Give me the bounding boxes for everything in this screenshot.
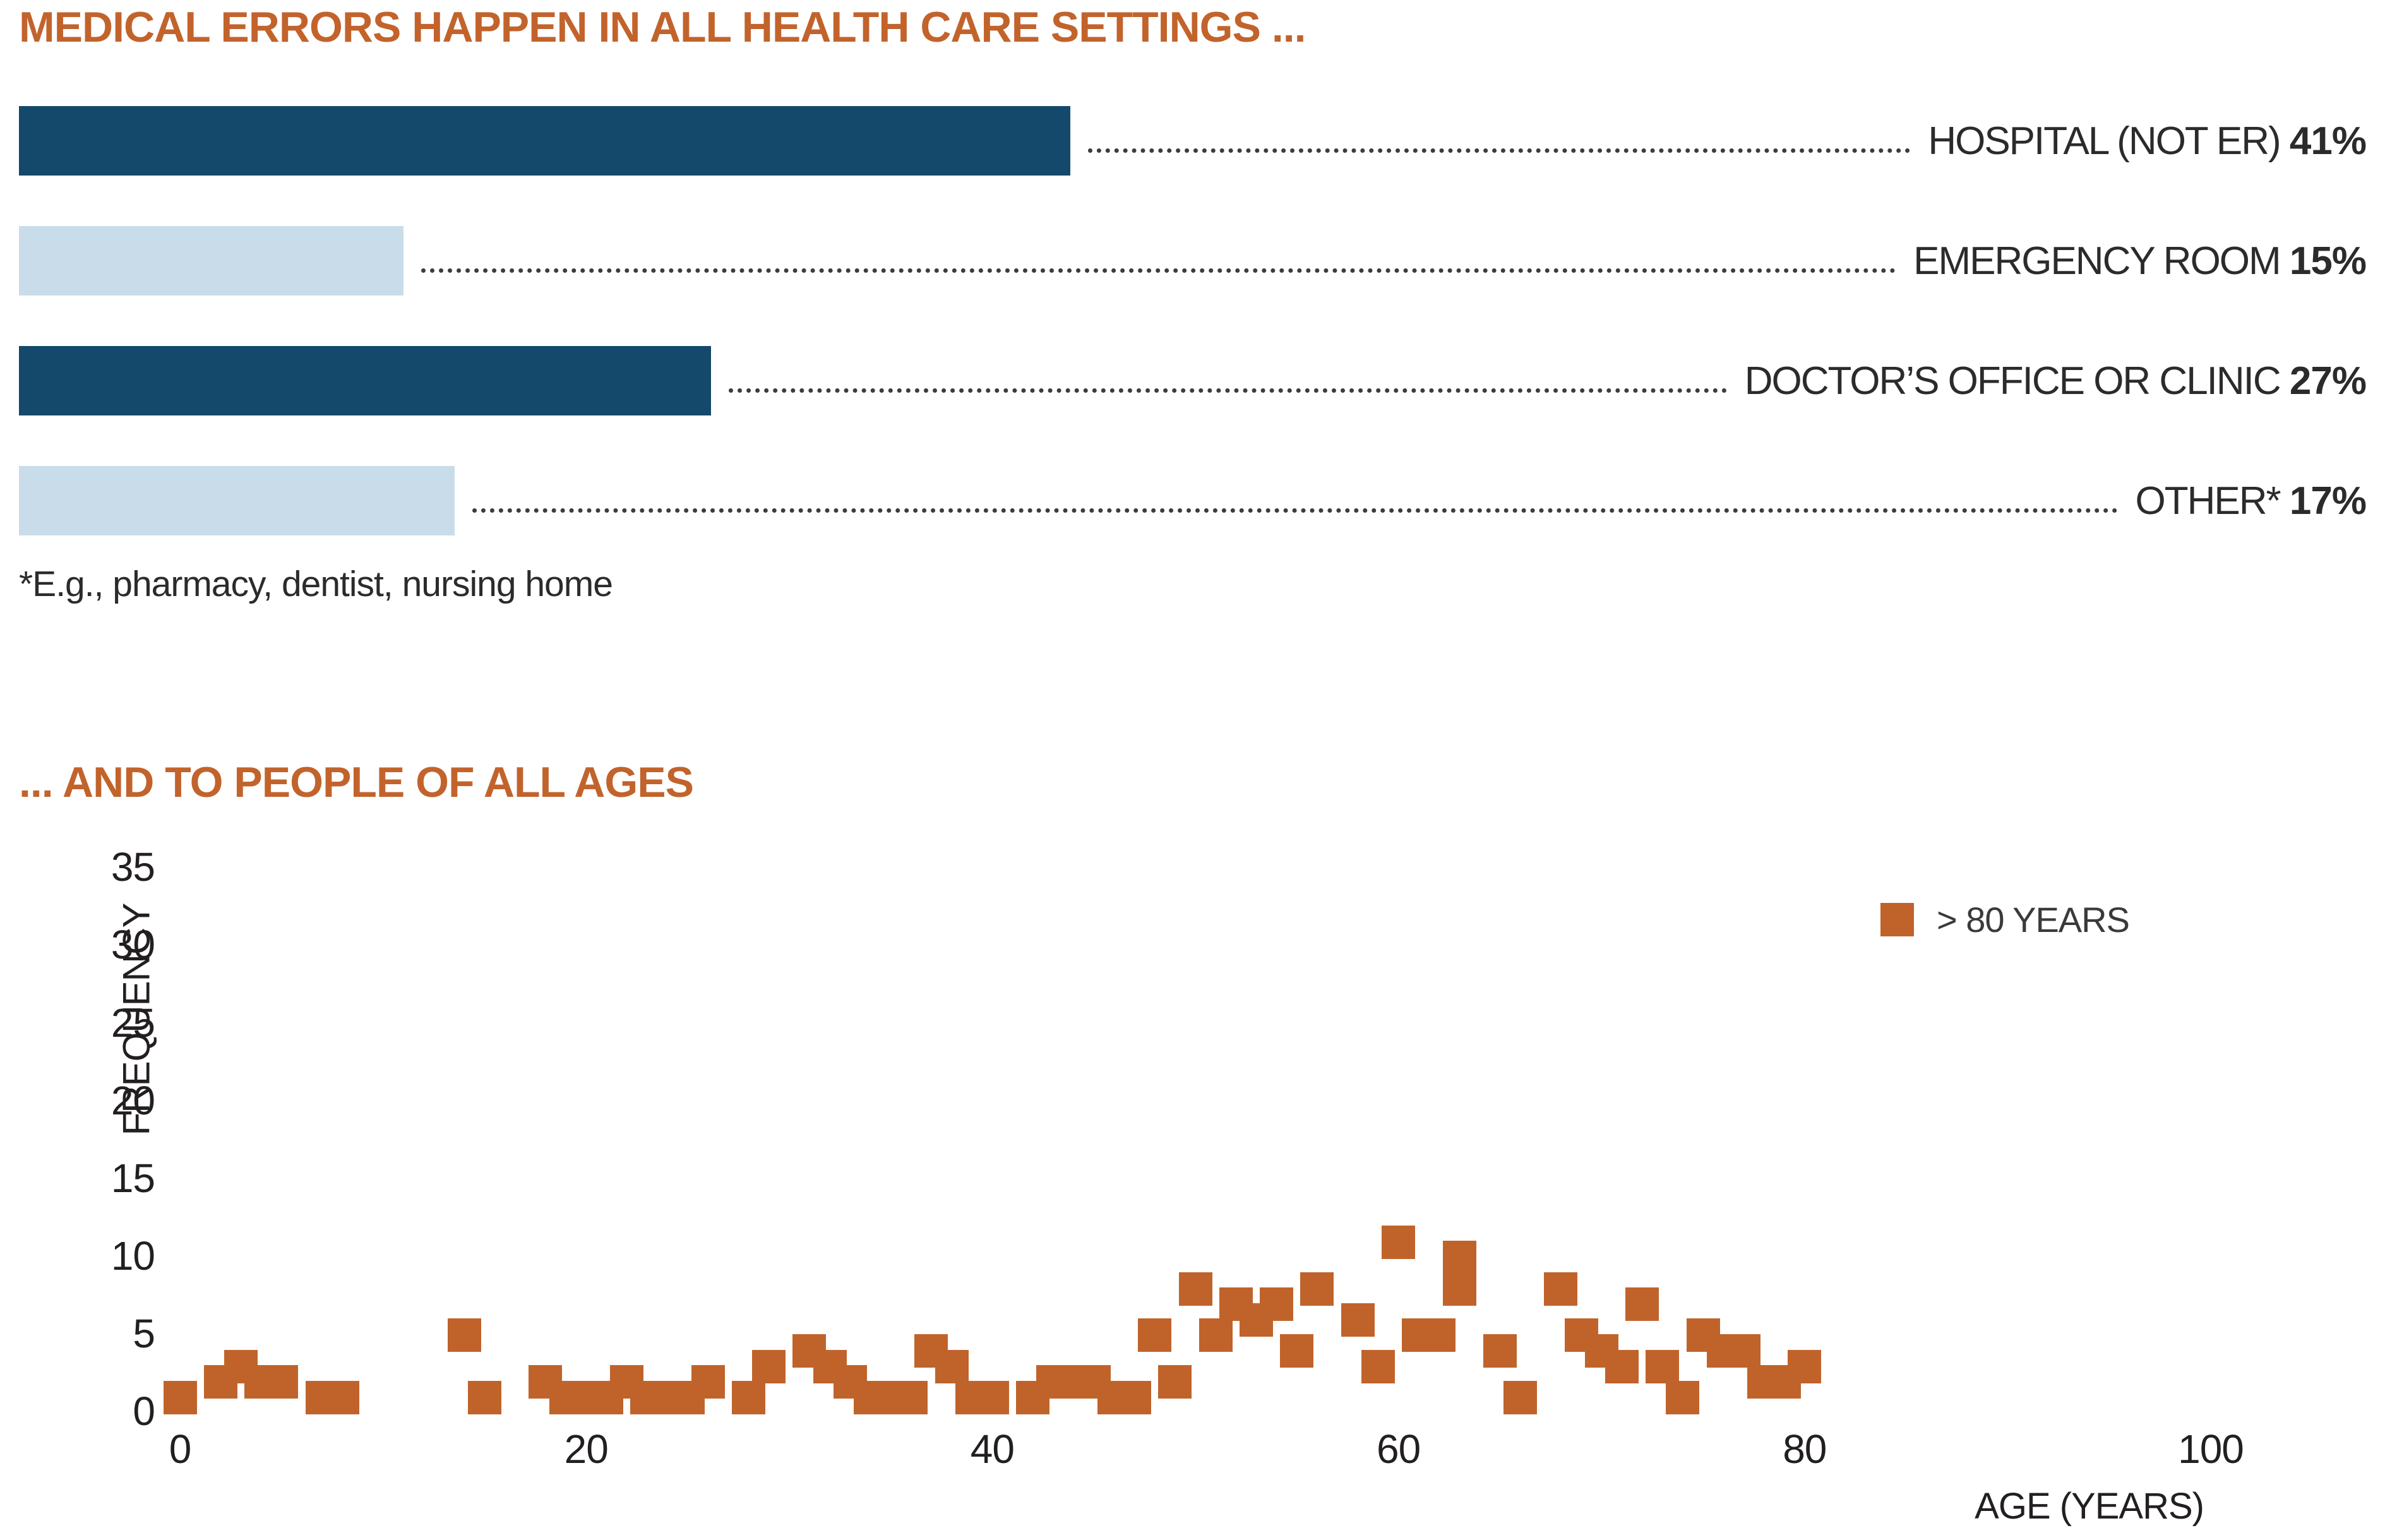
y-tick-label: 10 xyxy=(111,1233,155,1279)
scatter-chart-title: ... AND TO PEOPLE OF ALL AGES xyxy=(19,758,694,806)
scatter-point xyxy=(163,1380,197,1414)
scatter-point xyxy=(1300,1272,1334,1306)
bar-label: HOSPITAL (NOT ER) 41% xyxy=(1928,119,2367,164)
scatter-point xyxy=(1382,1225,1416,1259)
scatter-point xyxy=(1260,1287,1294,1322)
scatter-point xyxy=(1442,1272,1476,1306)
scatter-point xyxy=(1422,1318,1456,1352)
y-tick-label: 25 xyxy=(111,1000,155,1046)
scatter-point xyxy=(1726,1334,1760,1368)
scatter-point xyxy=(1666,1380,1700,1414)
bar-row: HOSPITAL (NOT ER) 41% xyxy=(19,106,2367,176)
scatter-point xyxy=(1483,1334,1517,1368)
y-tick-label: 35 xyxy=(111,844,155,890)
scatter-point xyxy=(894,1380,928,1414)
bar-row: EMERGENCY ROOM 15% xyxy=(19,226,2367,295)
scatter-point xyxy=(1118,1380,1152,1414)
scatter-point xyxy=(691,1365,725,1399)
x-tick-label: 40 xyxy=(970,1426,1015,1472)
bar-category: EMERGENCY ROOM xyxy=(1913,239,2290,283)
bar-value: 15% xyxy=(2289,239,2367,283)
y-tick-label: 30 xyxy=(111,922,155,968)
scatter-point xyxy=(447,1318,481,1352)
scatter-point xyxy=(467,1380,501,1414)
dotted-leader xyxy=(729,388,1727,393)
x-tick-label: 20 xyxy=(564,1426,609,1472)
scatter-point xyxy=(1361,1349,1395,1383)
bar-category: DOCTOR’S OFFICE OR CLINIC xyxy=(1744,359,2290,403)
bar-value: 27% xyxy=(2289,359,2367,403)
scatter-point xyxy=(731,1380,765,1414)
scatter-point xyxy=(1138,1318,1172,1352)
bar-chart-title: MEDICAL ERRORS HAPPEN IN ALL HEALTH CARE… xyxy=(19,3,1306,51)
bar-rect xyxy=(19,226,403,295)
bar-value: 17% xyxy=(2289,479,2367,523)
bar-rect xyxy=(19,106,1070,176)
scatter-point xyxy=(1280,1334,1314,1368)
scatter-point xyxy=(1198,1318,1233,1352)
bar-category: HOSPITAL (NOT ER) xyxy=(1928,119,2290,163)
y-tick-label: 20 xyxy=(111,1077,155,1123)
x-tick-label: 100 xyxy=(2178,1426,2244,1472)
bar-rect xyxy=(19,466,455,535)
scatter-point xyxy=(935,1349,969,1383)
scatter-point xyxy=(1646,1349,1680,1383)
scatter-point xyxy=(1544,1272,1578,1306)
dotted-leader xyxy=(1088,148,1911,153)
scatter-point xyxy=(1503,1380,1538,1414)
x-tick-label: 0 xyxy=(169,1426,192,1472)
scatter-point xyxy=(752,1349,786,1383)
scatter-point xyxy=(1178,1272,1212,1306)
bar-label: DOCTOR’S OFFICE OR CLINIC 27% xyxy=(1744,359,2367,403)
scatter-point xyxy=(1625,1287,1659,1322)
y-tick-label: 5 xyxy=(133,1310,155,1356)
x-axis-title: AGE (YEARS) xyxy=(1975,1486,2204,1527)
bar-row: OTHER* 17% xyxy=(19,466,2367,535)
scatter-point xyxy=(975,1380,1009,1414)
bar-category: OTHER* xyxy=(2135,479,2290,523)
bar-chart-footnote: *E.g., pharmacy, dentist, nursing home xyxy=(19,564,613,604)
scatter-legend: > 80 YEARS xyxy=(1880,899,2130,940)
y-tick-label: 15 xyxy=(111,1155,155,1201)
dotted-leader xyxy=(421,268,1896,273)
scatter-point xyxy=(1341,1303,1375,1337)
scatter-point xyxy=(325,1380,359,1414)
bar-label: OTHER* 17% xyxy=(2135,479,2367,523)
dotted-leader xyxy=(472,508,2118,513)
bar-row: DOCTOR’S OFFICE OR CLINIC 27% xyxy=(19,346,2367,415)
x-tick-label: 60 xyxy=(1377,1426,1421,1472)
scatter-point xyxy=(1605,1349,1639,1383)
bar-value: 41% xyxy=(2289,119,2367,163)
legend-label: > 80 YEARS xyxy=(1937,900,2130,940)
x-tick-label: 80 xyxy=(1783,1426,1827,1472)
scatter-point xyxy=(1442,1241,1476,1275)
bar-label: EMERGENCY ROOM 15% xyxy=(1913,239,2367,284)
scatter-point xyxy=(265,1365,299,1399)
y-tick-label: 0 xyxy=(133,1388,155,1434)
scatter-point xyxy=(1158,1365,1192,1399)
scatter-point xyxy=(1788,1349,1822,1383)
legend-marker-icon xyxy=(1880,903,1914,936)
bar-rect xyxy=(19,346,711,415)
